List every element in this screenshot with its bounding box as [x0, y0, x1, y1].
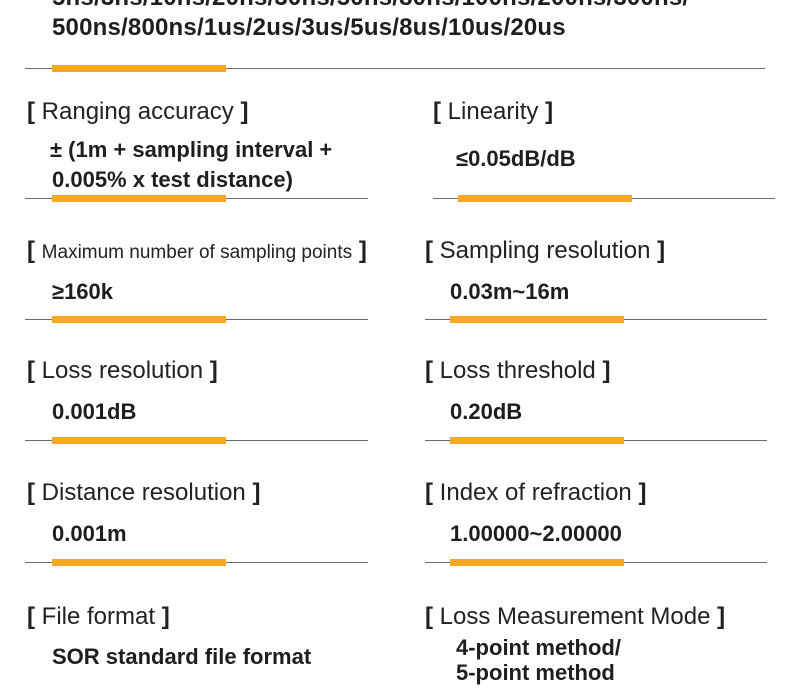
spec-accent-bar: [52, 437, 226, 444]
section-divider: [25, 68, 765, 69]
spec-value-loss-threshold: 0.20dB: [450, 399, 523, 424]
spec-label-file-format: [ File format ]: [27, 603, 170, 630]
spec-label-loss-resolution: [ Loss resolution ]: [27, 357, 218, 384]
pulse-width-list-line-2: 500ns/800ns/1us/2us/3us/5us/8us/10us/20u…: [52, 14, 566, 41]
spec-label-ranging-accuracy: [ Ranging accuracy ]: [27, 98, 249, 125]
spec-accent-bar: [450, 316, 624, 323]
spec-accent-bar: [450, 559, 624, 566]
spec-value-distance-resolution: 0.001m: [52, 521, 127, 546]
spec-label-loss-measurement-mode: [ Loss Measurement Mode ]: [425, 603, 726, 630]
spec-accent-bar: [52, 195, 226, 202]
spec-label-linearity: [ Linearity ]: [433, 98, 554, 125]
spec-label-sampling-resolution: [ Sampling resolution ]: [425, 237, 666, 264]
spec-value-loss-resolution: 0.001dB: [52, 399, 137, 424]
spec-accent-bar: [458, 195, 632, 202]
spec-label-max-sampling-points: [ Maximum number of sampling points ]: [27, 237, 367, 264]
pulse-width-list-line-1: 5ns/3ns/10ns/20ns/30ns/50ns/80ns/100ns/2…: [52, 0, 689, 12]
section-accent-bar: [52, 65, 226, 72]
spec-label-loss-threshold: [ Loss threshold ]: [425, 357, 611, 384]
spec-accent-bar: [450, 437, 624, 444]
spec-accent-bar: [52, 559, 226, 566]
spec-value-index-of-refraction: 1.00000~2.00000: [450, 521, 622, 546]
spec-value-loss-measurement-mode-line-2: 5-point method: [456, 660, 615, 685]
spec-accent-bar: [52, 316, 226, 323]
spec-value-max-sampling-points: ≥160k: [52, 279, 114, 304]
spec-value-file-format: SOR standard file format: [52, 644, 312, 669]
spec-value-sampling-resolution: 0.03m~16m: [450, 279, 570, 304]
spec-value-linearity: ≤0.05dB/dB: [456, 146, 576, 171]
spec-value-ranging-accuracy-line-2: 0.005% x test distance): [52, 167, 293, 192]
spec-label-index-of-refraction: [ Index of refraction ]: [425, 479, 647, 506]
spec-value-loss-measurement-mode-line-1: 4-point method/: [456, 635, 621, 660]
spec-value-ranging-accuracy-line-1: ± (1m + sampling interval +: [50, 137, 333, 162]
spec-label-distance-resolution: [ Distance resolution ]: [27, 479, 261, 506]
